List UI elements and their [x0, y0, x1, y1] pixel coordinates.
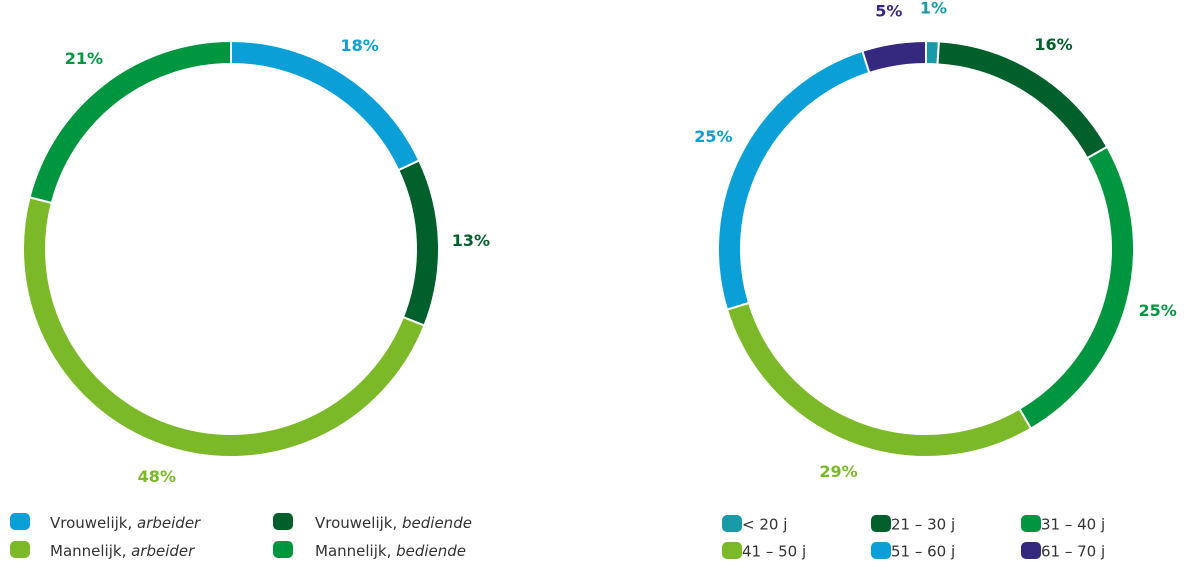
- value-label: 25%: [1139, 301, 1177, 320]
- legend-swatch: [1021, 542, 1041, 559]
- value-label: 1%: [920, 0, 947, 18]
- legend-label: 41 – 50 j: [742, 543, 806, 561]
- legend-label: Mannelijk, arbeider: [50, 542, 195, 560]
- legend-label: 31 – 40 j: [1041, 516, 1105, 534]
- value-label: 18%: [340, 36, 378, 55]
- legend-swatch: [273, 513, 293, 530]
- legend-swatch: [871, 542, 891, 559]
- donut-segment: [725, 301, 1033, 458]
- legend-swatch: [10, 513, 30, 530]
- donut-segment: [1017, 145, 1135, 430]
- legend-swatch: [871, 515, 891, 532]
- value-label: 16%: [1034, 35, 1072, 54]
- value-label: 13%: [452, 231, 490, 250]
- legend-label: 21 – 30 j: [891, 516, 955, 534]
- value-label: 48%: [138, 467, 176, 486]
- legend-label: 61 – 70 j: [1041, 543, 1105, 561]
- value-label: 25%: [694, 127, 732, 146]
- donut-segment: [936, 40, 1109, 160]
- donut-segment: [230, 39, 421, 172]
- donut-segment: [717, 49, 871, 311]
- legend-label: Vrouwelijk, arbeider: [50, 514, 201, 532]
- legend-label: < 20 j: [742, 516, 787, 534]
- legend-swatch: [10, 541, 30, 558]
- value-label: 21%: [65, 49, 103, 68]
- legend-label: 51 – 60 j: [891, 543, 955, 561]
- value-label: 29%: [819, 462, 857, 481]
- legend-swatch: [722, 515, 742, 532]
- donut-segment: [861, 39, 927, 75]
- donut-segment: [28, 39, 232, 205]
- legend-label: Mannelijk, bediende: [315, 542, 466, 560]
- legend-label: Vrouwelijk, bediende: [315, 514, 472, 532]
- legend-swatch: [1021, 515, 1041, 532]
- legend-swatch: [273, 541, 293, 558]
- legend-swatch: [722, 542, 742, 559]
- value-label: 5%: [875, 1, 902, 20]
- donut-segment: [22, 196, 426, 459]
- donut-segment: [397, 159, 440, 327]
